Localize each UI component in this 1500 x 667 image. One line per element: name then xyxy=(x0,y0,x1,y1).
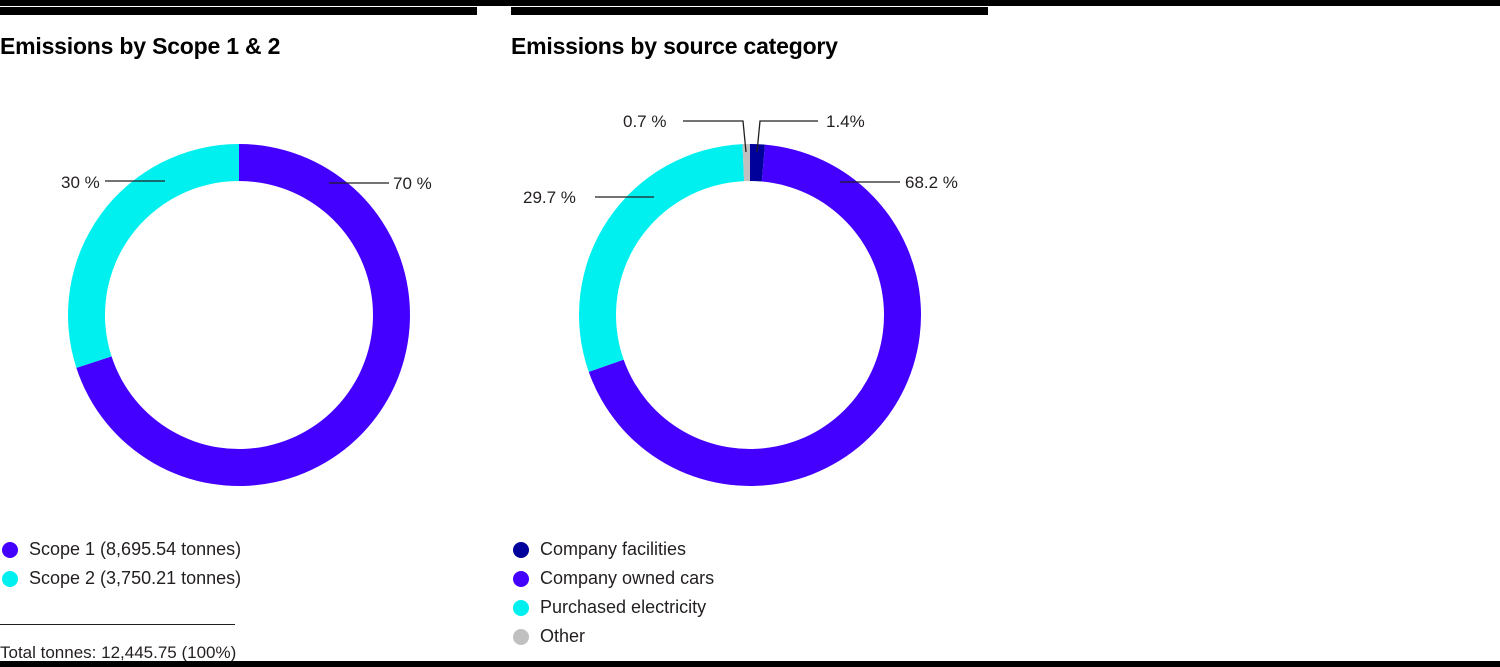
donut-slice-company-facilities xyxy=(750,144,766,182)
legend-label: Scope 2 (3,750.21 tonnes) xyxy=(29,568,242,588)
legend-label: Other xyxy=(540,626,586,646)
legend-item-company-facilities: Company facilities xyxy=(513,535,714,564)
donut-slice-other xyxy=(742,144,750,182)
scope1-pct-label: 70 % xyxy=(393,174,432,193)
other-pct-label: 0.7 % xyxy=(623,112,666,131)
scope1-swatch-icon xyxy=(2,541,18,558)
total-tonnes: Total tonnes: 12,445.75 (100%) xyxy=(0,643,237,662)
cars-pct-label: 68.2 % xyxy=(905,173,958,192)
source-donut-chart: 0.7 % 1.4% 29.7 % 68.2 % xyxy=(523,112,958,487)
panel-header-bar xyxy=(511,7,988,15)
bottom-rule xyxy=(0,661,1500,667)
source-legend: Company facilities Company owned cars Pu… xyxy=(513,535,714,651)
legend-label: Company owned cars xyxy=(540,568,715,588)
source-donut-slices xyxy=(579,144,921,487)
legend-item-scope1: Scope 1 (8,695.54 tonnes) xyxy=(2,535,241,564)
electricity-pct-label: 29.7 % xyxy=(523,188,576,207)
legend-label: Company facilities xyxy=(540,539,687,559)
legend-item-purchased-electricity: Purchased electricity xyxy=(513,593,714,622)
total-divider xyxy=(0,624,235,625)
other-leader-line xyxy=(683,120,747,153)
scope2-pct-label: 30 % xyxy=(61,173,100,192)
facilities-pct-label: 1.4% xyxy=(826,112,865,131)
scope-legend: Scope 1 (8,695.54 tonnes) Scope 2 (3,750… xyxy=(2,535,241,593)
panel-header-bar xyxy=(0,7,477,15)
scope-donut-slices xyxy=(67,144,411,486)
source-chart-title: Emissions by source category xyxy=(511,33,838,59)
electricity-swatch-icon xyxy=(513,599,529,616)
scope-chart-title: Emissions by Scope 1 & 2 xyxy=(0,33,281,59)
top-rule xyxy=(0,0,1500,6)
facilities-swatch-icon xyxy=(513,541,529,558)
scope2-swatch-icon xyxy=(2,570,18,587)
scope-donut-chart: 30 % 70 % xyxy=(61,144,432,486)
legend-label: Scope 1 (8,695.54 tonnes) xyxy=(29,539,242,559)
cars-swatch-icon xyxy=(513,570,529,587)
legend-item-company-owned-cars: Company owned cars xyxy=(513,564,714,593)
legend-item-other: Other xyxy=(513,622,714,651)
other-swatch-icon xyxy=(513,628,529,645)
legend-label: Purchased electricity xyxy=(540,597,707,617)
facilities-leader-line xyxy=(756,120,818,153)
donut-slice-scope-2 xyxy=(67,144,239,368)
legend-item-scope2: Scope 2 (3,750.21 tonnes) xyxy=(2,564,241,593)
donut-slice-purchased-electricity xyxy=(579,144,745,372)
